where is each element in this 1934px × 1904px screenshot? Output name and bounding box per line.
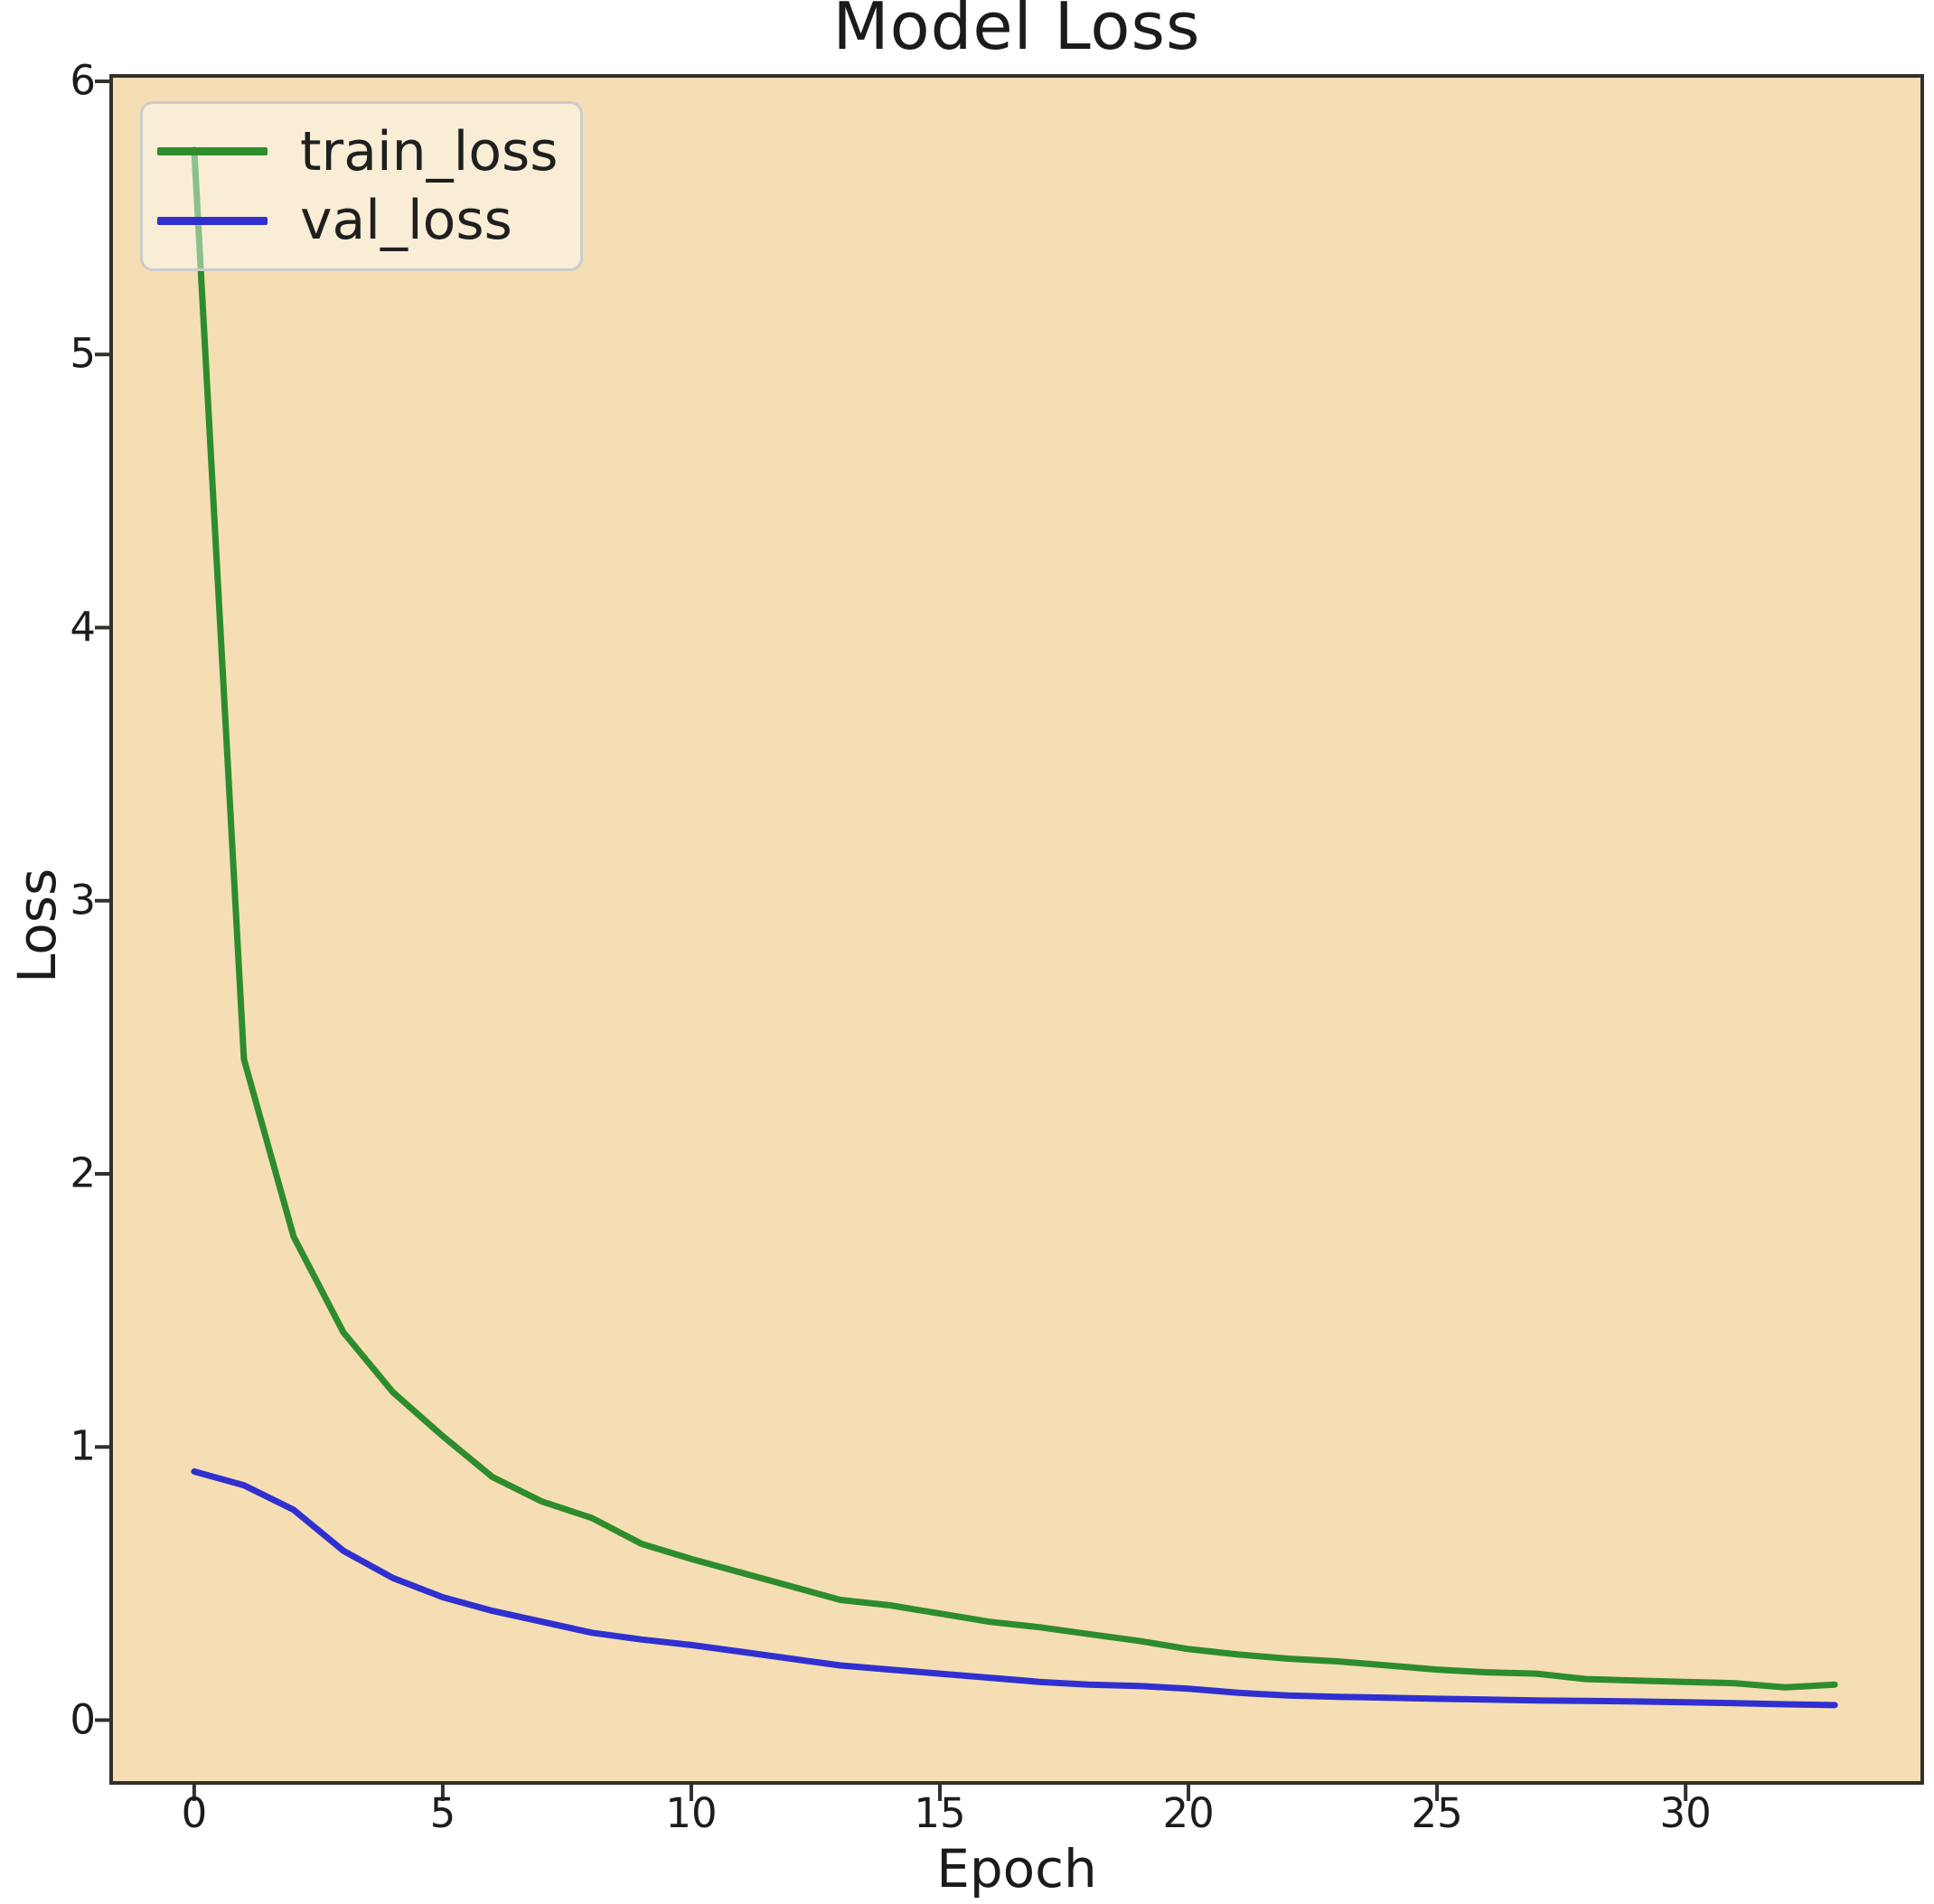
x-tick-label-30: 30 xyxy=(1659,1789,1712,1837)
plot-frame xyxy=(109,74,1924,1785)
series-lines xyxy=(191,146,1838,1709)
plot-area xyxy=(111,76,1922,1783)
x-axis-label: Epoch xyxy=(936,1838,1097,1899)
legend-label-train-loss: train_loss xyxy=(300,119,559,183)
y-axis-label: Loss xyxy=(6,868,68,983)
y-tick-label-3: 3 xyxy=(70,876,96,924)
x-tick-label-15: 15 xyxy=(914,1789,966,1837)
x-tick-label-25: 25 xyxy=(1411,1789,1463,1837)
y-tick-label-5: 5 xyxy=(70,329,96,378)
y-tick-label-1: 1 xyxy=(70,1421,96,1470)
train-loss-swatch xyxy=(157,147,268,156)
y-tick-label-6: 6 xyxy=(70,56,96,105)
legend-item-train-loss: train_loss xyxy=(157,125,580,179)
y-tick-label-2: 2 xyxy=(70,1149,96,1197)
x-tick-label-20: 20 xyxy=(1162,1789,1215,1837)
x-tick-label-0: 0 xyxy=(181,1789,208,1837)
x-axis-ticks xyxy=(192,1783,1688,1801)
x-tick-label-10: 10 xyxy=(665,1789,718,1837)
val-loss-swatch xyxy=(157,216,268,225)
legend-item-val-loss: val_loss xyxy=(157,193,580,248)
chart-title: Model Loss xyxy=(832,0,1201,64)
legend: train_loss val_loss xyxy=(140,101,583,271)
legend-label-val-loss: val_loss xyxy=(300,189,512,253)
y-tick-label-0: 0 xyxy=(70,1695,96,1744)
train-loss-line xyxy=(191,146,1838,1691)
y-tick-label-4: 4 xyxy=(70,603,96,652)
x-tick-label-5: 5 xyxy=(429,1789,456,1837)
y-axis-ticks xyxy=(95,80,111,1722)
val-loss-line xyxy=(191,1468,1838,1709)
